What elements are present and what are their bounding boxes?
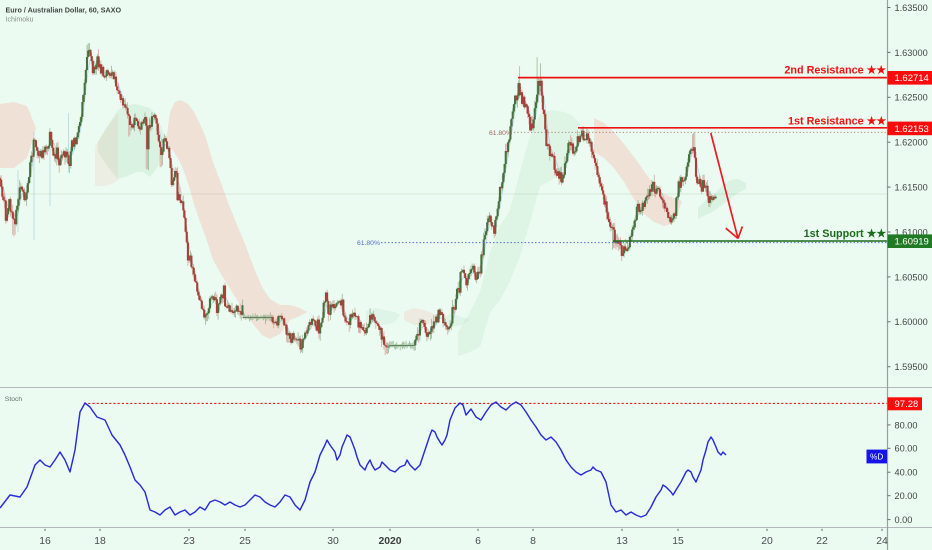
svg-text:22: 22: [816, 536, 828, 547]
svg-text:60.00: 60.00: [895, 444, 918, 454]
svg-text:20: 20: [761, 536, 773, 547]
svg-text:%D: %D: [870, 453, 883, 462]
svg-text:80.00: 80.00: [895, 420, 918, 430]
svg-text:1.62714: 1.62714: [895, 73, 929, 84]
svg-text:1.63500: 1.63500: [895, 3, 928, 13]
svg-text:1.61500: 1.61500: [895, 183, 928, 193]
svg-text:23: 23: [183, 536, 195, 547]
svg-text:13: 13: [616, 536, 628, 547]
svg-text:1.61000: 1.61000: [895, 227, 928, 237]
svg-text:Stoch: Stoch: [5, 396, 23, 403]
svg-text:1.60000: 1.60000: [895, 317, 928, 327]
svg-text:Euro / Australian Dollar, 60,: Euro / Australian Dollar, 60, SAXO: [6, 6, 122, 15]
svg-text:30: 30: [327, 536, 339, 547]
svg-text:16: 16: [39, 536, 51, 547]
svg-text:61.80%: 61.80%: [357, 240, 380, 247]
svg-text:1.62153: 1.62153: [895, 124, 929, 135]
svg-text:15: 15: [672, 536, 684, 547]
svg-text:1st Support ★★: 1st Support ★★: [804, 228, 887, 240]
svg-text:2020: 2020: [378, 536, 401, 547]
svg-text:1.63000: 1.63000: [895, 48, 928, 58]
svg-text:20.00: 20.00: [895, 491, 918, 501]
svg-text:25: 25: [239, 536, 251, 547]
svg-text:1.59500: 1.59500: [895, 362, 928, 372]
svg-text:1.62000: 1.62000: [895, 138, 928, 148]
svg-text:40.00: 40.00: [895, 468, 918, 478]
svg-text:8: 8: [530, 536, 536, 547]
svg-text:1.60919: 1.60919: [895, 237, 929, 248]
svg-text:Ichimoku: Ichimoku: [6, 17, 34, 24]
svg-text:1st Resistance ★★: 1st Resistance ★★: [788, 116, 886, 128]
svg-text:2nd Resistance ★★: 2nd Resistance ★★: [784, 65, 886, 77]
svg-text:0.00: 0.00: [895, 515, 913, 525]
svg-text:18: 18: [94, 536, 106, 547]
svg-text:6: 6: [475, 536, 481, 547]
svg-text:97.28: 97.28: [895, 399, 919, 410]
svg-text:61.80%: 61.80%: [489, 130, 512, 137]
svg-text:1.62500: 1.62500: [895, 93, 928, 103]
svg-text:1.60500: 1.60500: [895, 272, 928, 282]
svg-text:24: 24: [876, 536, 888, 547]
